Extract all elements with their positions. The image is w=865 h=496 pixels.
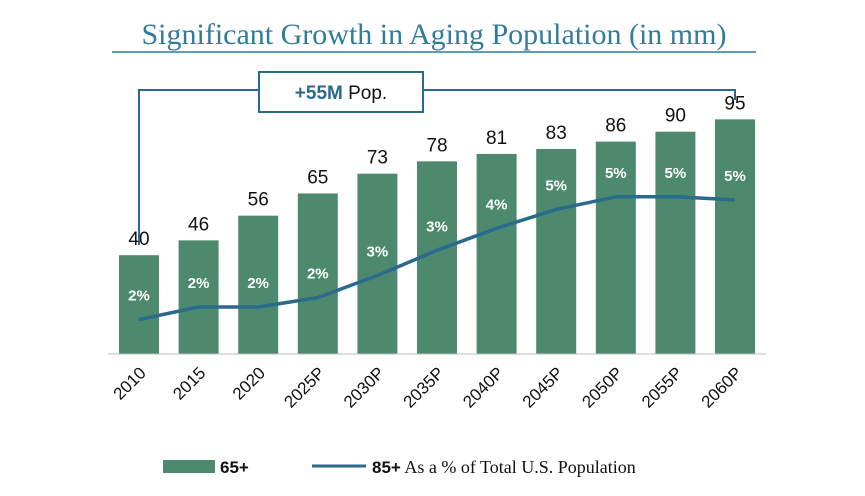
bar-value-label-2055P: 90 <box>665 106 686 127</box>
pct-label-2060P: 5% <box>724 168 746 185</box>
x-tick-label-2010: 2010 <box>110 363 150 403</box>
bar-2050P <box>595 141 636 354</box>
bar-2030P <box>357 173 398 354</box>
callout-box <box>258 71 424 113</box>
bar-value-label-2050P: 86 <box>605 116 626 137</box>
bar-2020 <box>238 215 279 354</box>
x-tick-label-2035P: 2035P <box>400 363 448 411</box>
bar-value-label-2040P: 81 <box>486 128 507 149</box>
x-tick-label-2015: 2015 <box>169 363 209 403</box>
callout-bold: +55M <box>295 83 343 104</box>
bar-2010 <box>119 255 159 354</box>
legend-line-label: 85+ As a % of Total U.S. Population <box>372 457 636 477</box>
pct-label-2055P: 5% <box>665 165 687 182</box>
legend-bar-label: 65+ <box>220 458 249 477</box>
bar-value-label-2025P: 65 <box>307 167 328 188</box>
bar-value-label-2035P: 78 <box>426 135 447 156</box>
callout-rest: Pop. <box>343 83 387 104</box>
pct-label-2020: 2% <box>247 275 269 292</box>
x-tick-label-2045P: 2045P <box>519 363 567 411</box>
pct-label-2030P: 3% <box>367 244 389 261</box>
pct-label-2010: 2% <box>128 288 150 305</box>
line-series-group <box>138 195 736 322</box>
bar-value-label-2020: 56 <box>248 190 269 211</box>
bar-2015 <box>178 240 219 354</box>
legend-line-rest: As a % of Total U.S. Population <box>401 457 636 477</box>
pct-label-2035P: 3% <box>426 218 448 235</box>
x-tick-labels-group: 2010 2015 2020 2025P 2030P 2035P 2040P 2045P 205… <box>110 363 746 411</box>
legend-line-bold: 85+ <box>372 458 401 477</box>
bar-value-label-2030P: 73 <box>367 148 388 169</box>
x-tick-label-2025P: 2025P <box>280 363 328 411</box>
callout-bracket <box>138 89 736 245</box>
bar-value-label-2060P: 95 <box>724 93 745 114</box>
x-tick-label-2020: 2020 <box>229 363 269 403</box>
line-85plus-pct <box>138 195 736 322</box>
x-tick-label-2040P: 2040P <box>459 363 507 411</box>
pct-label-2015: 2% <box>188 275 210 292</box>
bar-2055P <box>655 131 696 354</box>
x-tick-label-2055P: 2055P <box>638 363 686 411</box>
x-tick-label-2050P: 2050P <box>578 363 626 411</box>
bar-value-label-2015: 46 <box>188 214 209 235</box>
pct-label-2045P: 5% <box>545 177 567 194</box>
x-tick-label-2060P: 2060P <box>698 363 746 411</box>
legend-bar-swatch <box>163 460 215 473</box>
bar-2040P <box>476 153 517 354</box>
callout-text: +55M Pop. <box>295 83 387 104</box>
chart-title: Significant Growth in Aging Population (… <box>142 18 727 51</box>
pct-label-2050P: 5% <box>605 165 627 182</box>
bars-group <box>119 119 755 354</box>
x-tick-label-2030P: 2030P <box>340 363 388 411</box>
bar-value-label-2045P: 83 <box>546 123 567 144</box>
pct-label-2040P: 4% <box>486 196 508 213</box>
bar-2060P <box>715 119 755 354</box>
pct-label-2025P: 2% <box>307 266 329 283</box>
pct-labels-group: 2% 2% 2% 2% 3% 3% 4% 5% 5% 5% 5% <box>128 165 746 305</box>
bar-2045P <box>536 148 577 354</box>
bar-2025P <box>297 193 338 354</box>
